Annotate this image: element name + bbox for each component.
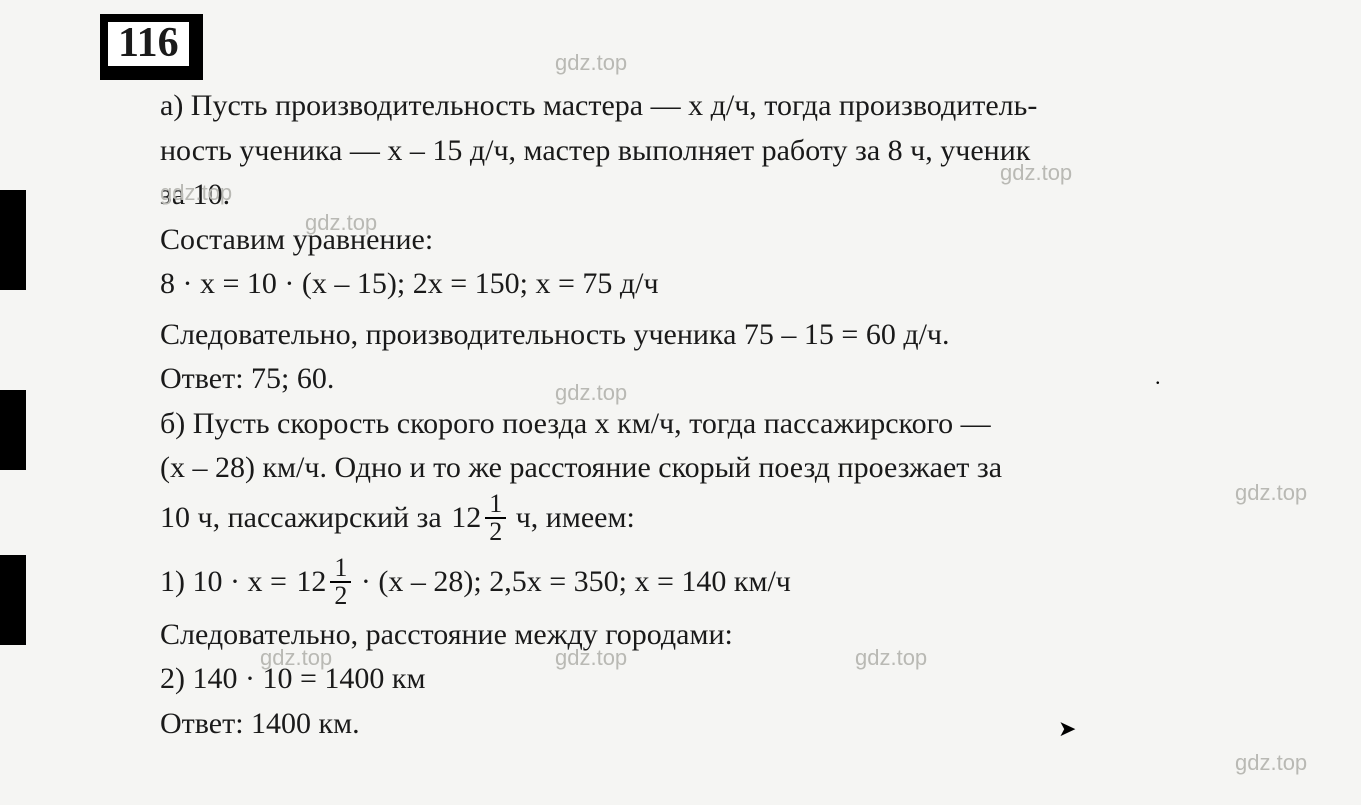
part-b-line-1: б) Пусть скорость скорого поезда x км/ч,… xyxy=(160,404,1311,445)
part-a-line-2: ность ученика — x – 15 д/ч, мастер выпол… xyxy=(160,131,1311,172)
binding-bar-2 xyxy=(0,390,26,470)
part-b-line-2: (x – 28) км/ч. Одно и то же расстояние с… xyxy=(160,448,1311,489)
fraction-int: 12 xyxy=(451,503,481,533)
stray-mark: . xyxy=(1155,364,1161,390)
part-b-conclusion: Следовательно, расстояние между городами… xyxy=(160,615,1311,656)
fraction-int: 12 xyxy=(296,567,326,597)
part-b-line-3-post: ч, имеем: xyxy=(516,500,635,533)
fraction-12-1-2-b: 1212 xyxy=(296,555,351,609)
part-a-line-3: за 10. xyxy=(160,175,1311,216)
part-a-line-1: а) Пусть производительность мастера — x … xyxy=(160,86,1311,127)
stray-mark: ➤ xyxy=(1058,716,1076,742)
part-b-line-3: 10 ч, пассажирский за 1212 ч, имеем: xyxy=(160,493,1311,547)
fraction-stack: 12 xyxy=(330,555,351,609)
part-b-step-1-post: · (x – 28); 2,5x = 350; x = 140 км/ч xyxy=(361,564,791,597)
page-root: 116 а) Пусть производительность мастера … xyxy=(0,0,1361,805)
part-b-answer: Ответ: 1400 км. xyxy=(160,704,1311,745)
fraction-num: 1 xyxy=(330,555,351,583)
fraction-den: 2 xyxy=(485,519,506,545)
fraction-12-1-2-a: 1212 xyxy=(451,491,506,545)
fraction-num: 1 xyxy=(485,491,506,519)
part-a-equation: 8 · x = 10 · (x – 15); 2x = 150; x = 75 … xyxy=(160,264,1311,305)
part-b-step-1: 1) 10 · x = 1212 · (x – 28); 2,5x = 350;… xyxy=(160,557,1311,611)
watermark: gdz.top xyxy=(555,50,627,76)
binding-bar-1 xyxy=(0,190,26,290)
part-b-step-2: 2) 140 · 10 = 1400 км xyxy=(160,659,1311,700)
part-a-answer: Ответ: 75; 60. xyxy=(160,359,1311,400)
binding-bar-3 xyxy=(0,555,26,645)
part-a-line-4: Составим уравнение: xyxy=(160,220,1311,261)
part-a-conclusion: Следовательно, производительность ученик… xyxy=(160,315,1311,356)
part-b-line-3-pre: 10 ч, пассажирский за xyxy=(160,500,449,533)
problem-content: а) Пусть производительность мастера — x … xyxy=(160,86,1311,744)
problem-number: 116 xyxy=(100,14,203,80)
fraction-stack: 12 xyxy=(485,491,506,545)
fraction-den: 2 xyxy=(330,583,351,609)
part-b-step-1-pre: 1) 10 · x = xyxy=(160,564,294,597)
watermark: gdz.top xyxy=(1235,750,1307,776)
